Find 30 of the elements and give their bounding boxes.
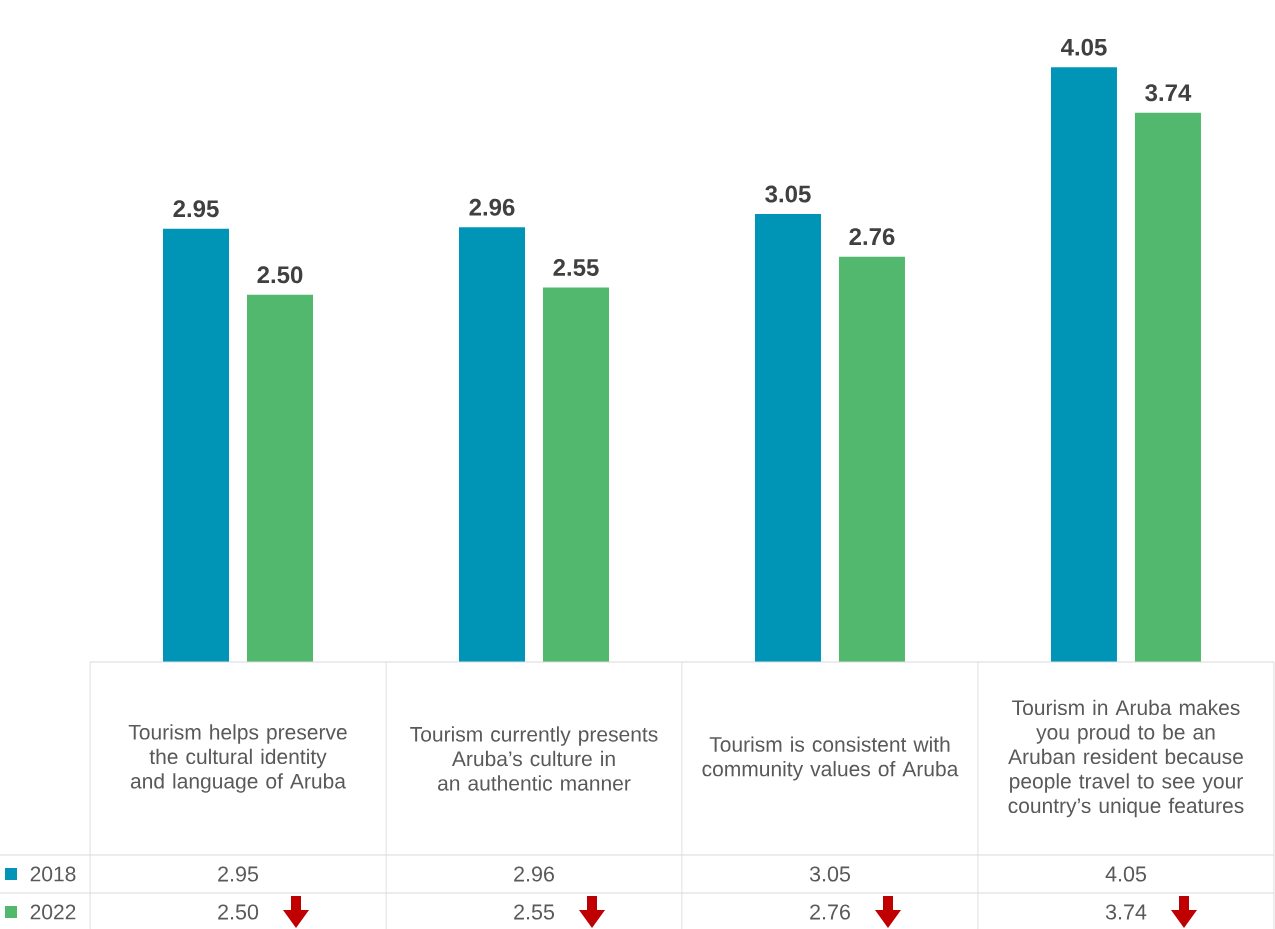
legend-label: 2018 [30, 866, 76, 882]
data-label: 2.76 [810, 904, 850, 920]
bar [247, 294, 314, 662]
data-label: 2.50 [218, 904, 259, 920]
text: 2.55 [553, 258, 599, 276]
bar [1050, 67, 1117, 662]
data-label: 2.95 [218, 866, 259, 882]
text: 4.05 [1060, 38, 1107, 56]
bar [458, 227, 525, 662]
data-label: 4.05 [1105, 866, 1147, 882]
legend-label: 2022 [30, 904, 76, 920]
x-tick-label: Tourism currently presents Aruba’s culture in an authentic manner [410, 726, 658, 791]
bar [163, 228, 230, 662]
data-label: 2.96 [514, 866, 554, 882]
text: 2.95 [173, 200, 219, 218]
text: 3.05 [765, 185, 811, 203]
data-label: 3.74 [1105, 904, 1147, 920]
text: 2.50 [257, 266, 303, 284]
bar [542, 287, 609, 662]
bar [1134, 112, 1201, 662]
text: 3.74 [1145, 84, 1192, 102]
data-label: 3.05 [809, 866, 851, 882]
x-tick-label: Tourism is consistent with community values of Aruba [702, 736, 959, 781]
bar [754, 214, 821, 662]
text: 2.96 [469, 198, 515, 216]
data-label: 2.55 [514, 904, 555, 920]
bar [838, 256, 905, 662]
text: 2.76 [849, 228, 895, 246]
x-tick-label: Tourism helps preserve the cultural identity and language of Aruba [128, 724, 347, 793]
x-tick-label: Tourism in Aruba makes you proud to be an Aruban resident because people travel to see your country’s unique features [1008, 699, 1244, 818]
